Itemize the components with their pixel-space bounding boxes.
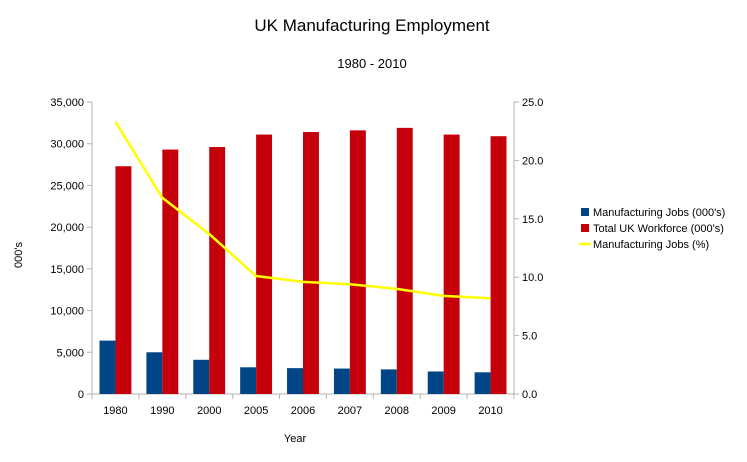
x-tick-label: 2009: [431, 405, 455, 417]
x-tick-label: 2006: [291, 405, 315, 417]
legend-label: Manufacturing Jobs (%): [593, 239, 709, 251]
legend-swatch-total-workforce: [581, 224, 589, 232]
chart-subtitle: 1980 - 2010: [337, 56, 406, 71]
bar-manufacturing-jobs: [287, 368, 303, 394]
legend-label: Total UK Workforce (000's): [593, 223, 724, 235]
y-tick-label-right: 0.0: [522, 389, 537, 401]
y-tick-label-left: 5,000: [56, 347, 84, 359]
x-tick-label: 2008: [385, 405, 409, 417]
legend-label: Manufacturing Jobs (000's): [593, 207, 725, 219]
bar-total-workforce: [162, 149, 179, 394]
x-tick-label: 2007: [338, 405, 362, 417]
y-tick-label-left: 0: [78, 389, 84, 401]
bar-manufacturing-jobs: [193, 359, 210, 394]
legend-swatch-manufacturing-jobs: [581, 208, 589, 216]
bar-manufacturing-jobs: [240, 367, 257, 394]
legend: Manufacturing Jobs (000's) Total UK Workf…: [579, 207, 725, 251]
bar-manufacturing-jobs: [146, 352, 163, 394]
x-tick-label: 2010: [478, 405, 502, 417]
x-tick-label: 1980: [103, 405, 127, 417]
x-tick-label: 2000: [197, 405, 221, 417]
bar-total-workforce: [256, 134, 273, 394]
bar-total-workforce: [115, 166, 132, 394]
y-tick-label-right: 5.0: [522, 331, 537, 343]
bar-manufacturing-jobs: [99, 340, 116, 394]
y-tick-label-left: 10,000: [50, 306, 84, 318]
bar-total-workforce: [396, 127, 413, 394]
y-tick-label-right: 10.0: [522, 272, 543, 284]
x-tick-label: 1990: [150, 405, 174, 417]
bar-manufacturing-jobs: [427, 371, 444, 394]
bar-total-workforce: [303, 132, 319, 394]
y-tick-label-left: 35,000: [50, 97, 84, 109]
x-axis-title: Year: [284, 433, 307, 445]
line-manufacturing-jobs-percent: [114, 121, 491, 300]
y-tick-label-right: 25.0: [522, 97, 543, 109]
bar-total-workforce: [443, 134, 460, 394]
bar-manufacturing-jobs: [474, 372, 491, 394]
bar-manufacturing-jobs: [333, 368, 350, 394]
x-tick-label: 2005: [244, 405, 268, 417]
chart-title: UK Manufacturing Employment: [254, 16, 490, 35]
bar-total-workforce: [349, 130, 366, 394]
bar-total-workforce: [490, 136, 507, 394]
bar-manufacturing-jobs: [380, 369, 397, 394]
y-tick-label-right: 15.0: [522, 214, 543, 226]
y-tick-label-left: 20,000: [50, 222, 84, 234]
y-tick-label-right: 20.0: [522, 155, 543, 167]
plot-area: 0 5,000 10,000 15,000 20,000 25,000 30,000 35,0…: [50, 97, 543, 417]
y-tick-label-left: 30,000: [50, 139, 84, 151]
y-tick-label-left: 25,000: [50, 180, 84, 192]
y-tick-label-left: 15,000: [50, 264, 84, 276]
bar-total-workforce: [209, 147, 226, 394]
y-axis-title: 000's: [13, 242, 25, 268]
